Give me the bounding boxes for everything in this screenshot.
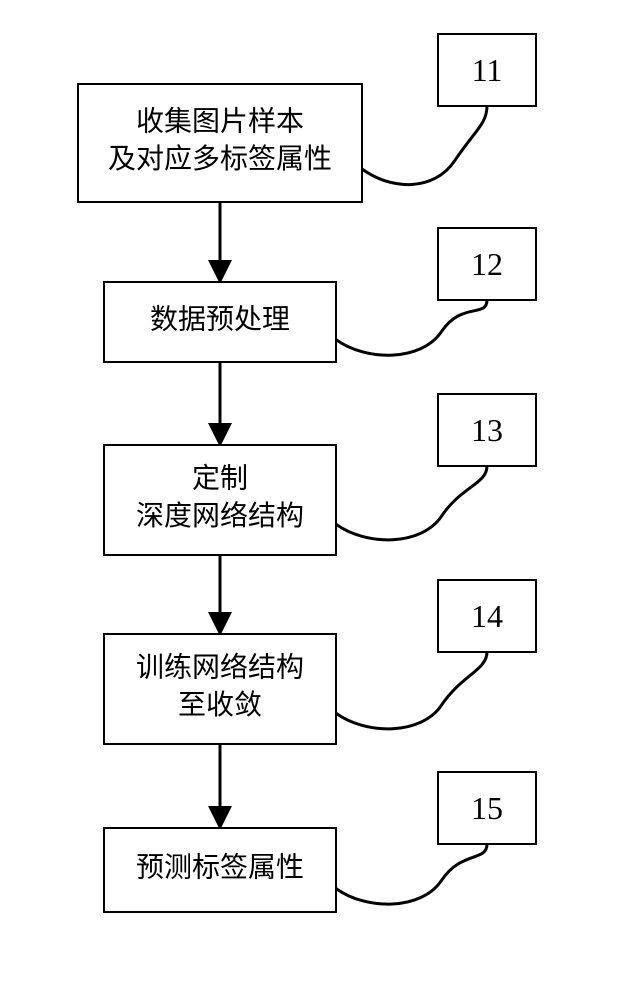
flowchart-diagram: 收集图片样本及对应多标签属性数据预处理定制深度网络结构训练网络结构至收敛预测标签… [0, 0, 630, 1000]
step-label-text: 12 [471, 246, 503, 282]
flow-step-box [78, 84, 362, 202]
flow-step-text: 深度网络结构 [136, 500, 304, 532]
connector-curve [336, 466, 487, 540]
step-label-text: 11 [472, 52, 503, 88]
connector-curve [336, 300, 487, 355]
flow-step-text: 及对应多标签属性 [108, 143, 332, 175]
flow-step-box [104, 634, 336, 744]
step-label-text: 14 [471, 598, 503, 634]
connector-curve [336, 652, 487, 729]
flow-step-text: 收集图片样本 [136, 105, 304, 137]
connector-curve [362, 106, 487, 185]
flow-step-text: 定制 [192, 462, 248, 494]
step-label-text: 13 [471, 412, 503, 448]
step-label-text: 15 [471, 790, 503, 826]
flow-step-text: 预测标签属性 [136, 851, 304, 883]
flow-step-text: 至收敛 [178, 689, 262, 721]
flow-step-box [104, 445, 336, 555]
connector-curve [336, 844, 487, 904]
flow-step-text: 训练网络结构 [136, 651, 304, 683]
flow-step-text: 数据预处理 [150, 303, 290, 335]
